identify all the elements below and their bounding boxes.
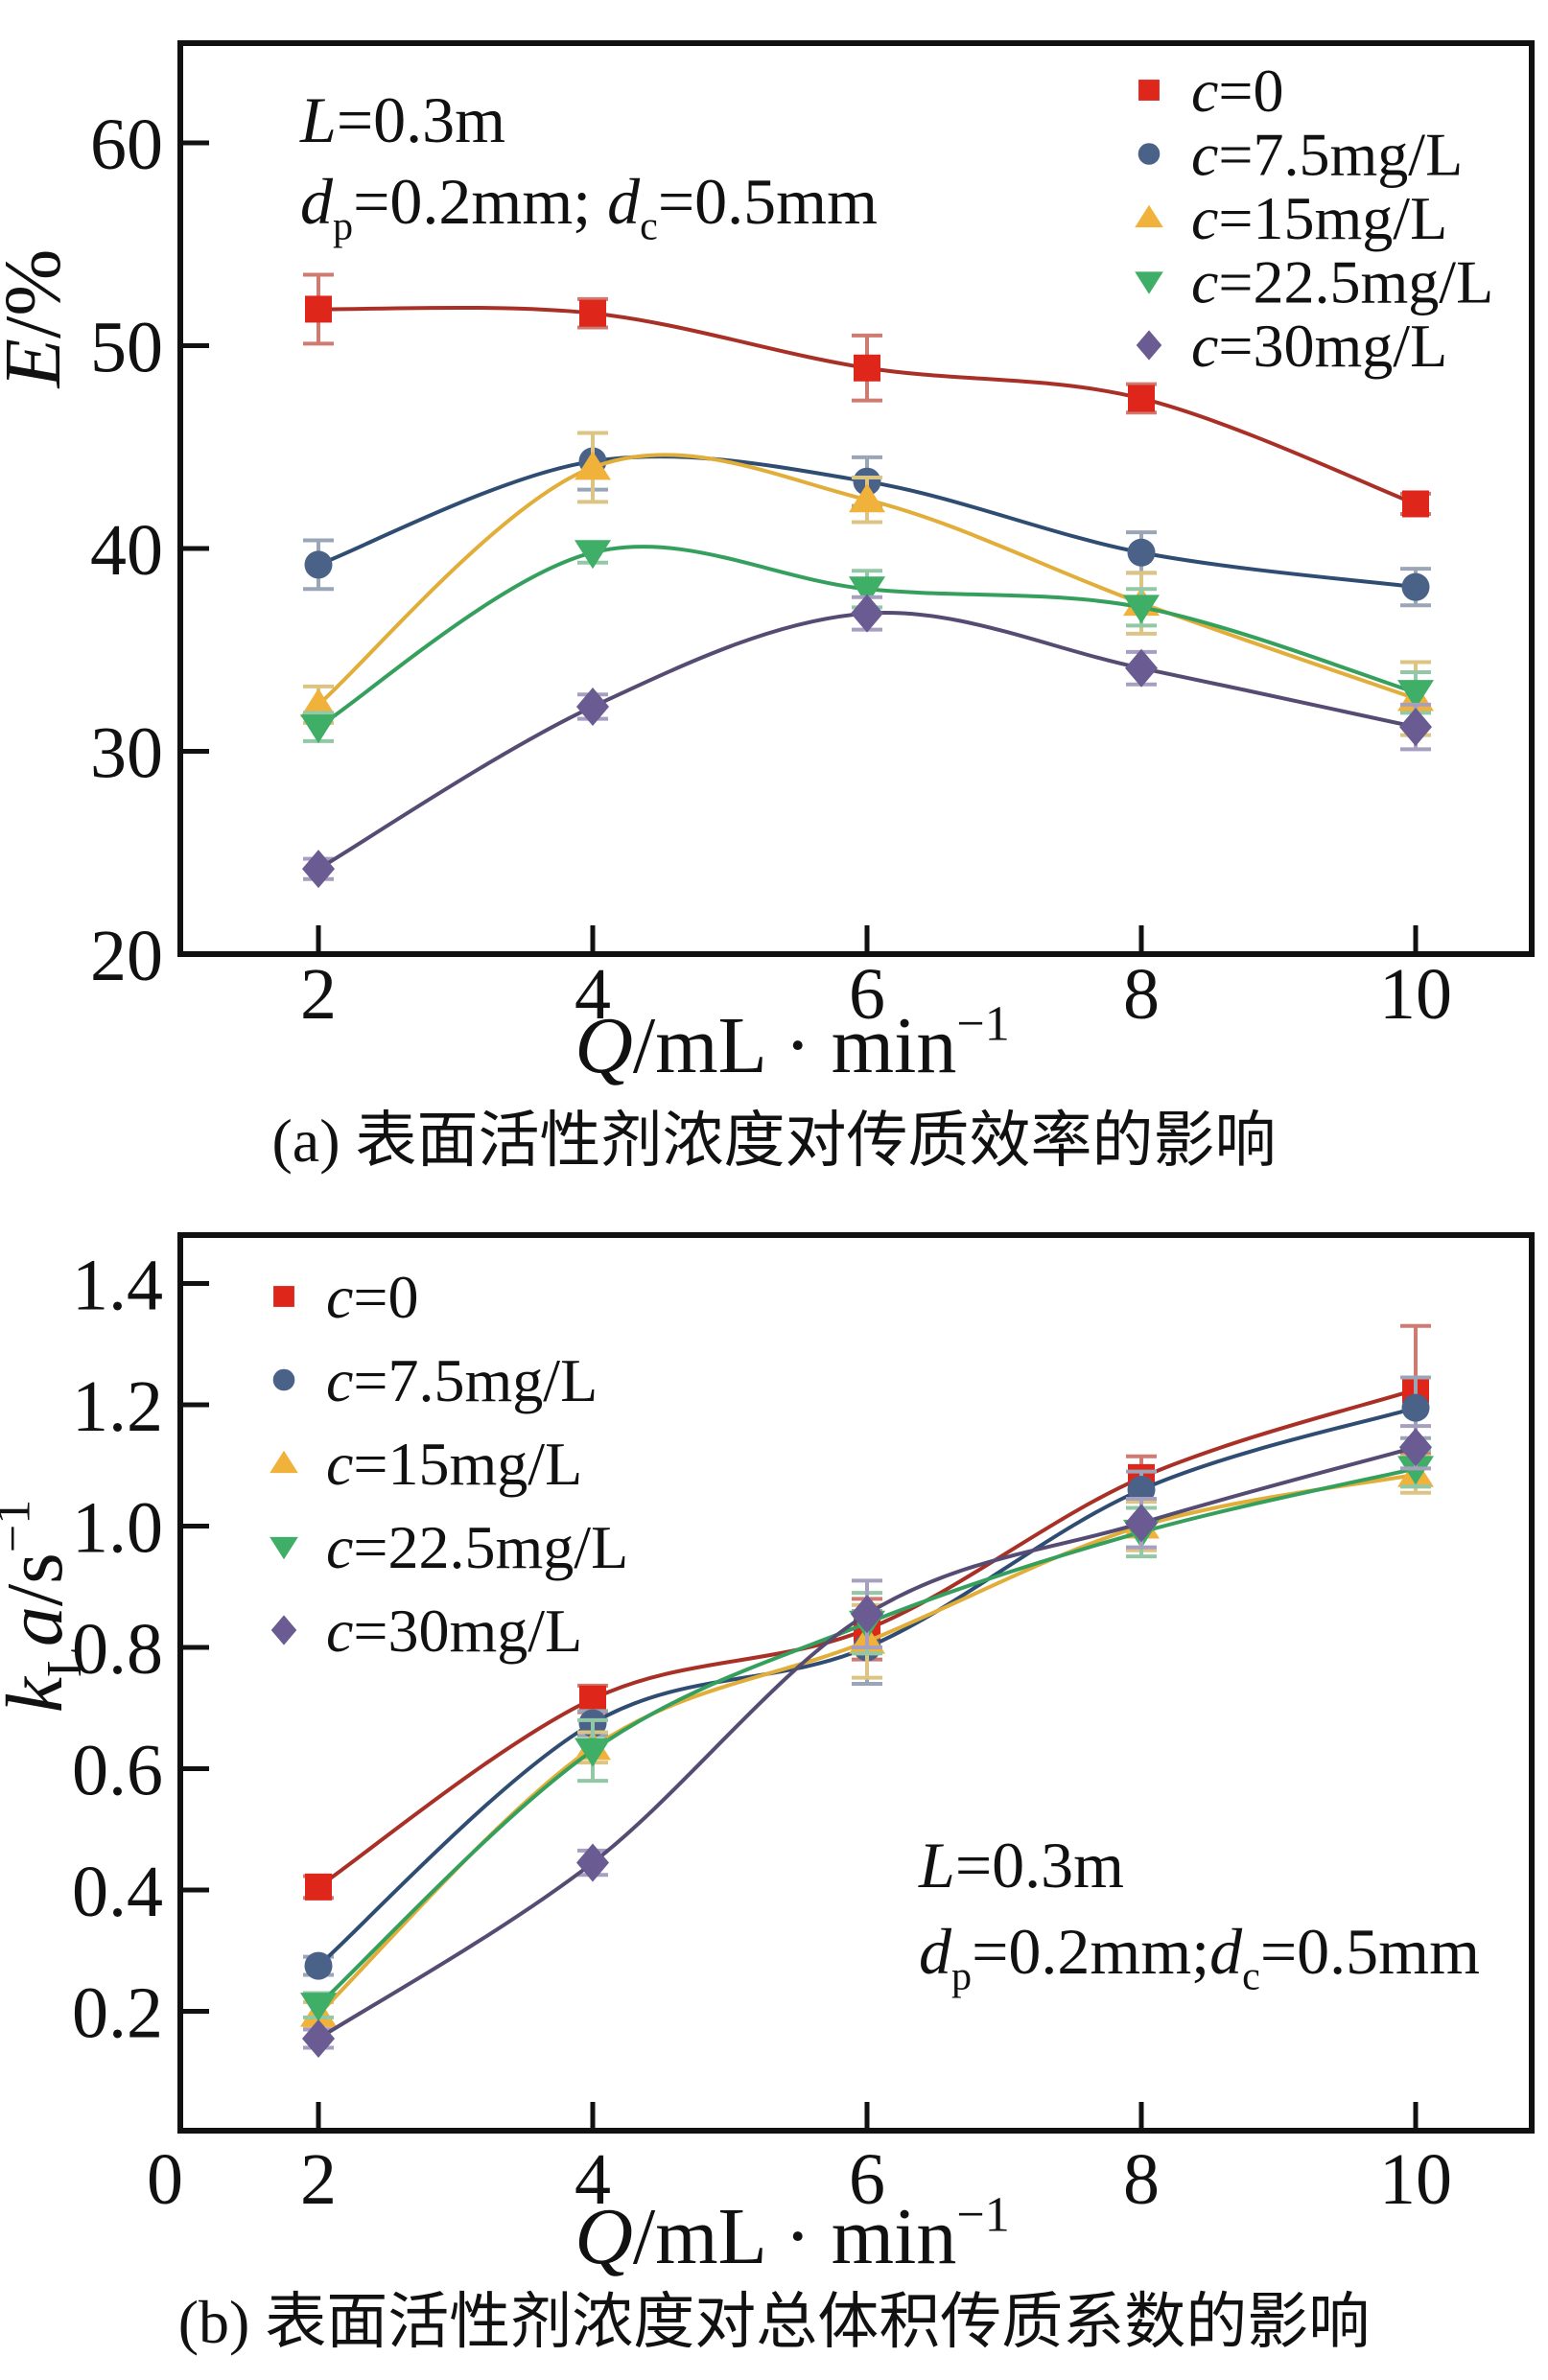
chart-a-frame [177, 40, 1535, 957]
chart-b-frame [177, 1232, 1535, 2134]
data-point-marker [305, 295, 332, 323]
legend-marker [272, 1368, 295, 1391]
legend-marker [270, 1536, 298, 1560]
data-point-marker [1127, 538, 1156, 567]
x-axis-label: Q/mL · min−1 [575, 2187, 1010, 2281]
data-point-marker [851, 594, 883, 633]
legend-marker [1138, 143, 1161, 165]
y-tick-label: 50 [90, 308, 163, 388]
y-axis-label: kLa/s−1 [0, 1500, 92, 1714]
data-point-marker [1125, 1504, 1158, 1543]
y-tick-label: 60 [90, 105, 163, 185]
legend-label: c=7.5mg/L [326, 1346, 598, 1414]
x-tick-label: 2 [300, 2139, 337, 2220]
legend-label: c=0 [326, 1263, 419, 1331]
y-tick-label: 1.0 [72, 1488, 163, 1569]
x-axis-label: Q/mL · min−1 [575, 996, 1010, 1090]
data-point-marker [851, 1595, 883, 1634]
data-point-marker [300, 688, 337, 717]
caption-b: (b) 表面活性剂浓度对总体积传质系数的影响 [177, 2288, 1371, 2356]
legend-b: c=0 c=7.5mg/L c=15mg/L c=22.5mg/L c=30mg/L [270, 1263, 628, 1665]
legend-a: c=0c=7.5mg/Lc=15mg/Lc=22.5mg/Lc=30mg/L [1135, 57, 1493, 380]
legend-marker [1135, 271, 1163, 294]
data-point-marker [300, 714, 337, 744]
data-point-marker [302, 850, 335, 889]
data-point-marker [1399, 1428, 1432, 1467]
data-point-marker [575, 451, 611, 480]
y-tick-label: 0.2 [72, 1973, 163, 2054]
x-tick-label: 8 [1123, 2139, 1160, 2220]
legend-label: c=22.5mg/L [326, 1513, 628, 1581]
data-point-marker [849, 483, 885, 513]
data-point-marker [1128, 385, 1155, 412]
data-point-marker [304, 550, 333, 579]
y-tick-label: 20 [90, 916, 163, 996]
data-point-marker [576, 687, 609, 726]
y-tick-label: 40 [90, 510, 163, 591]
x-tick-label: 6 [849, 954, 885, 1035]
annotation-line: dp=0.2mm;dc=0.5mm [919, 1915, 1480, 1998]
x-tick-label: 6 [849, 2139, 885, 2220]
legend-marker [270, 1450, 298, 1474]
legend-marker [1135, 204, 1163, 228]
legend-label: c=30mg/L [326, 1597, 582, 1665]
y-tick-label: 30 [90, 713, 163, 794]
data-point-marker [575, 540, 611, 570]
annotation-line: L=0.3m [918, 1829, 1124, 1902]
data-point-marker [302, 2018, 335, 2058]
data-point-marker [579, 299, 606, 327]
x-tick-label: 10 [1379, 954, 1452, 1035]
data-point-marker [300, 1993, 337, 2022]
data-point-marker [305, 1873, 332, 1901]
annotation-line: L=0.3m [299, 83, 505, 156]
y-axis-label: E/% [0, 249, 78, 389]
data-point-marker [854, 354, 880, 382]
legend-marker [1136, 330, 1162, 361]
legend-marker [1138, 80, 1160, 101]
series-c=0 [303, 272, 1431, 518]
legend-marker [273, 1286, 294, 1307]
caption-a: (a) 表面活性剂浓度对传质效率的影响 [271, 1107, 1277, 1175]
data-point-marker [1399, 708, 1432, 747]
data-point-marker [575, 1738, 611, 1767]
data-point-marker [1397, 680, 1434, 710]
x-tick-label: 2 [300, 954, 337, 1035]
legend-label: c=7.5mg/L [1191, 121, 1463, 189]
data-point-marker [1401, 1393, 1430, 1422]
data-point-marker [1123, 595, 1160, 624]
x-tick-label: 8 [1123, 954, 1160, 1035]
legend-label: c=0 [1191, 57, 1284, 125]
series-c=22.5mg/L [300, 540, 1434, 744]
y-tick-label: 0.6 [72, 1731, 163, 1811]
data-point-marker [849, 576, 885, 606]
legend-label: c=15mg/L [326, 1430, 582, 1498]
x-tick-label: 4 [575, 954, 611, 1035]
x-tick-label: 10 [1379, 2139, 1452, 2220]
series-c=30mg/L [302, 1424, 1432, 2058]
data-point-marker [304, 1951, 333, 1980]
legend-label: c=30mg/L [1191, 312, 1447, 380]
series-line [317, 611, 1417, 871]
legend-label: c=22.5mg/L [1191, 248, 1493, 316]
data-point-marker [1125, 648, 1158, 688]
data-point-marker [579, 1685, 606, 1713]
data-point-marker [1401, 572, 1430, 601]
data-point-marker [576, 1843, 609, 1882]
chart-b: 2 4 6 8 10 0 0.2 0.4 0.6 0.8 1.0 1.2 1.4 Q/mL · min−1… [0, 1232, 1535, 2281]
data-point-marker [1402, 490, 1429, 518]
chart-a: 2 4 6 8 10 20 30 40 50 60 Q/mL · min−1 E/% L=0.3m dp=… [0, 40, 1535, 1090]
y-tick-label: 0.4 [72, 1852, 163, 1932]
legend-label: c=15mg/L [1191, 184, 1447, 252]
y-tick-label: 1.2 [72, 1366, 163, 1447]
annotation-line: dp=0.2mm; dc=0.5mm [300, 165, 878, 248]
y-tick-label: 1.4 [72, 1246, 163, 1326]
y-tick-label: 0.8 [72, 1609, 163, 1690]
x-origin-label: 0 [147, 2139, 183, 2220]
legend-marker [270, 1615, 297, 1645]
series-c=30mg/L [302, 594, 1432, 889]
x-tick-label: 4 [575, 2139, 611, 2220]
data-point-marker [1127, 1476, 1156, 1505]
